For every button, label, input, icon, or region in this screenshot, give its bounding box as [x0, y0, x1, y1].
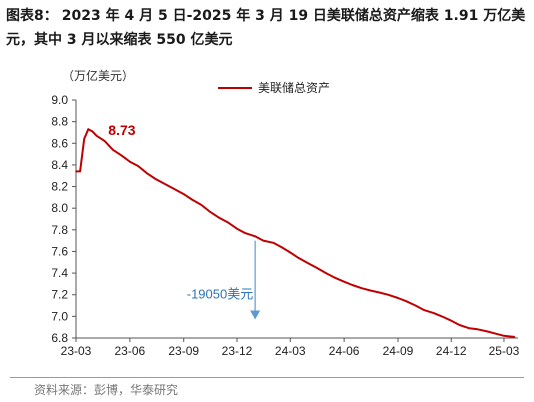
- data-point: [360, 287, 363, 290]
- data-point: [397, 297, 399, 299]
- data-point: [244, 232, 246, 234]
- data-point: [137, 165, 139, 167]
- data-point: [351, 284, 354, 286]
- data-point: [379, 291, 381, 294]
- data-point: [414, 304, 417, 307]
- data-point: [172, 187, 175, 190]
- data-point: [468, 327, 471, 330]
- x-tick-label: 24-12: [436, 344, 467, 358]
- x-tick-label: 24-06: [329, 344, 360, 358]
- data-point: [112, 148, 114, 151]
- data-point: [146, 172, 149, 175]
- y-tick-label: 9.0: [51, 93, 68, 107]
- y-tick-label: 7.4: [51, 266, 68, 280]
- data-point: [422, 309, 425, 311]
- x-tick-label: 24-03: [275, 344, 306, 358]
- data-point: [208, 210, 211, 213]
- data-point: [486, 330, 489, 333]
- data-point: [87, 128, 90, 131]
- y-tick-label: 8.8: [51, 115, 68, 129]
- data-point: [120, 154, 122, 156]
- data-point: [458, 324, 461, 326]
- footer-divider: [10, 377, 524, 378]
- x-tick-label: 25-03: [489, 344, 520, 358]
- data-point: [387, 293, 389, 296]
- data-point: [129, 160, 131, 163]
- data-point: [513, 336, 516, 338]
- x-tick-label: 23-09: [168, 344, 199, 358]
- data-point: [325, 272, 327, 274]
- data-point: [154, 178, 157, 180]
- y-tick-label: 6.8: [51, 331, 68, 345]
- data-point: [369, 289, 371, 292]
- data-point: [343, 280, 345, 283]
- data-point: [91, 130, 94, 133]
- y-unit-label: （万亿美元）: [62, 68, 134, 83]
- data-point: [95, 134, 98, 137]
- data-point: [441, 315, 443, 318]
- data-point: [103, 140, 106, 142]
- figure-title-text: 2023 年 4 月 5 日-2025 年 3 月 19 日美联储总资产缩表 1…: [6, 8, 526, 48]
- data-point: [503, 335, 505, 337]
- data-point: [83, 138, 85, 140]
- y-tick-label: 8.4: [51, 158, 68, 172]
- chart-labels: （万亿美元） 9.0 8.8 8.6 8.4 8.2 8.0 7.8 7.6 7.4 7.2 7.0 6…: [51, 68, 519, 358]
- data-point: [75, 170, 77, 173]
- y-tick-label: 7.0: [51, 309, 68, 323]
- data-point: [164, 183, 167, 186]
- x-tick-label: 24-09: [383, 344, 414, 358]
- data-point: [200, 204, 203, 206]
- y-tick-label: 8.6: [51, 136, 68, 150]
- data-point: [450, 319, 453, 322]
- data-point: [307, 262, 310, 265]
- series-line: [76, 128, 515, 338]
- data-point: [191, 198, 193, 201]
- figure-title: 图表8： 2023 年 4 月 5 日-2025 年 3 月 19 日美联储总资产…: [6, 4, 530, 52]
- data-point: [236, 227, 238, 230]
- y-tick-label: 8.0: [51, 201, 68, 215]
- data-point: [226, 221, 229, 224]
- data-point: [182, 193, 185, 195]
- reduction-annotation: -19050美元: [187, 287, 253, 302]
- peak-annotation: 8.73: [108, 122, 135, 138]
- data-point: [79, 170, 81, 173]
- data-point: [333, 276, 335, 279]
- legend-label: 美联储总资产: [258, 80, 330, 95]
- chart-svg: （万亿美元） 9.0 8.8 8.6 8.4 8.2 8.0 7.8 7.6 7.4 7.2 7.0 6…: [51, 68, 519, 358]
- y-tick-label: 8.2: [51, 180, 68, 194]
- chart-axes: [72, 99, 518, 342]
- data-point: [297, 257, 300, 259]
- data-point: [432, 312, 435, 314]
- data-point: [494, 332, 497, 335]
- data-point: [289, 251, 292, 254]
- data-point: [405, 300, 407, 303]
- data-point: [218, 217, 221, 219]
- data-point: [272, 242, 275, 244]
- data-point: [280, 246, 283, 248]
- figure-number: 图表8：: [6, 8, 58, 24]
- arrow-head: [250, 310, 261, 320]
- x-tick-label: 23-03: [61, 344, 92, 358]
- x-tick-label: 23-12: [222, 344, 253, 358]
- y-tick-label: 7.6: [51, 244, 68, 258]
- data-point: [315, 266, 318, 269]
- y-tick-label: 7.2: [51, 288, 68, 302]
- data-point: [254, 235, 256, 238]
- source-note: 资料来源：彭博，华泰研究: [34, 383, 179, 397]
- chart-area: （万亿美元） 9.0 8.8 8.6 8.4 8.2 8.0 7.8 7.6 7.4 7.2 7.0 6…: [0, 58, 534, 376]
- chart-marks: [75, 128, 516, 338]
- y-tick-label: 7.8: [51, 223, 68, 237]
- data-point: [476, 328, 479, 331]
- x-tick-label: 23-06: [115, 344, 146, 358]
- data-point: [262, 239, 265, 242]
